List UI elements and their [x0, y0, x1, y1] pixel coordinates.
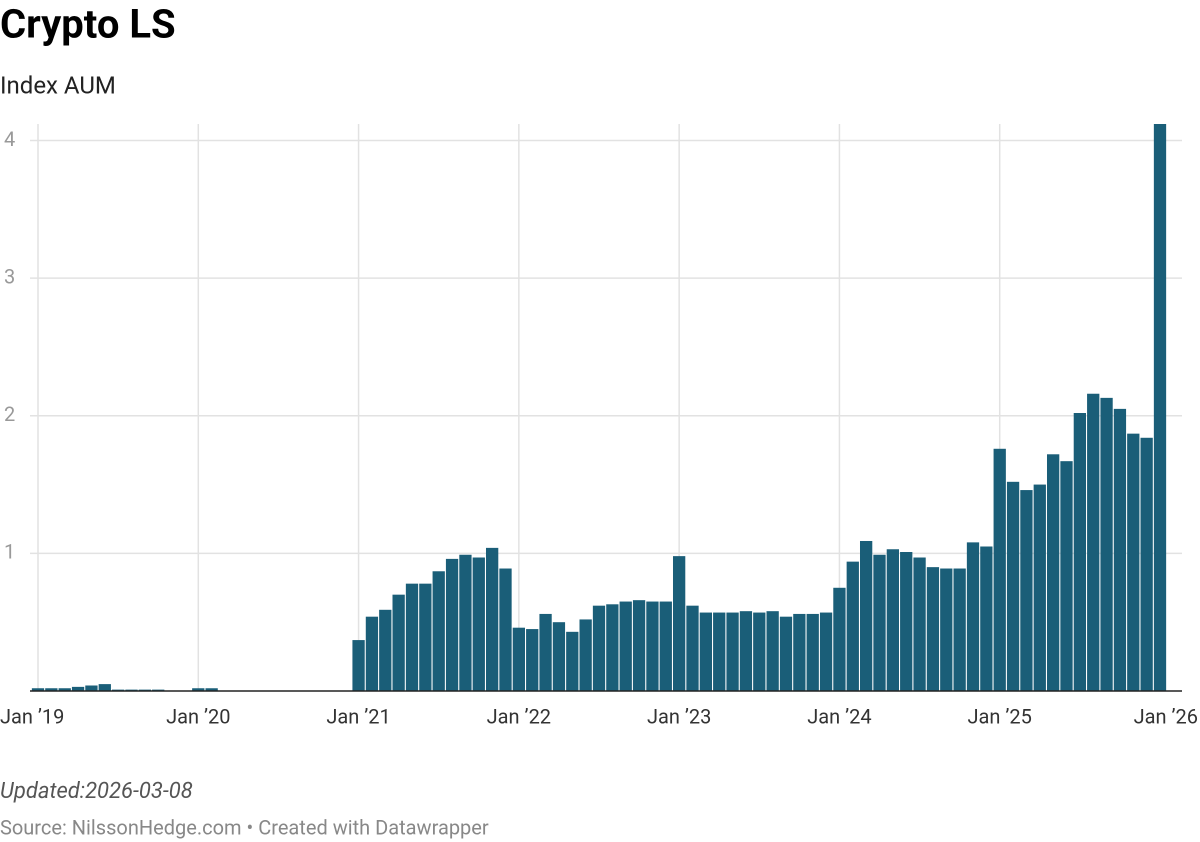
x-tick-label: Jan ’20 — [166, 704, 230, 728]
y-tick-label: 2 — [4, 402, 15, 426]
bar — [953, 568, 966, 691]
bar — [58, 688, 71, 691]
bar — [940, 568, 953, 691]
bar — [1100, 397, 1113, 691]
bar — [405, 583, 419, 691]
bar — [352, 640, 365, 691]
bar — [993, 448, 1006, 691]
bar — [659, 601, 672, 691]
bar — [432, 571, 445, 691]
bar — [819, 612, 833, 691]
bar — [873, 554, 886, 691]
bar — [71, 686, 85, 691]
bar — [392, 594, 405, 691]
bar — [205, 688, 218, 691]
bar — [672, 556, 686, 691]
bar — [579, 619, 592, 691]
bar — [459, 554, 472, 691]
x-tick-label: Jan ’24 — [807, 704, 871, 728]
bar — [1127, 433, 1140, 691]
bar — [753, 612, 766, 691]
bar — [646, 601, 659, 691]
bar — [713, 612, 726, 691]
bar — [846, 561, 859, 691]
chart-title: Crypto LS — [0, 1, 176, 48]
bar — [85, 685, 98, 691]
bar — [806, 613, 819, 691]
bar — [886, 549, 900, 691]
bar — [45, 688, 58, 691]
x-tick-label: Jan ’22 — [487, 704, 551, 728]
bar — [619, 601, 632, 691]
y-tick-label: 3 — [4, 264, 15, 288]
bar — [445, 558, 459, 691]
bar — [686, 605, 699, 691]
bar — [900, 552, 913, 691]
bar — [379, 609, 392, 691]
bar — [1140, 437, 1153, 691]
bar — [833, 587, 846, 691]
bar — [592, 605, 606, 691]
bar — [1153, 124, 1167, 691]
bar — [793, 613, 806, 691]
bar — [966, 542, 980, 691]
y-tick-label: 1 — [4, 540, 15, 564]
x-tick-label: Jan ’23 — [647, 704, 711, 728]
bar — [512, 627, 526, 691]
bar — [472, 557, 485, 691]
bar — [1113, 408, 1127, 691]
bar — [566, 631, 579, 691]
bar — [1060, 461, 1073, 691]
bar — [779, 616, 793, 691]
bar — [1033, 484, 1046, 691]
note: Updated:2026-03-08 — [0, 779, 193, 804]
bar — [606, 604, 619, 691]
bar — [31, 688, 45, 691]
x-tick-label: Jan ’26 — [1134, 704, 1198, 728]
bar — [539, 613, 552, 691]
bar — [499, 568, 512, 691]
bar — [726, 612, 739, 691]
bar — [699, 612, 713, 691]
bar — [926, 567, 940, 691]
bar — [1087, 393, 1100, 691]
bar — [485, 547, 499, 691]
bar — [419, 583, 432, 691]
bar — [859, 540, 873, 691]
source: Source: NilssonHedge.com • Created with … — [0, 815, 489, 839]
bar — [98, 684, 111, 691]
bar — [526, 629, 539, 691]
bar — [1006, 481, 1020, 691]
bar — [766, 611, 779, 691]
bar — [980, 546, 993, 691]
bar — [632, 600, 646, 691]
chart-subtitle: Index AUM — [0, 71, 116, 99]
bar — [365, 616, 379, 691]
bar — [913, 557, 926, 691]
y-tick-label: 4 — [4, 127, 15, 151]
x-tick-label: Jan ’19 — [0, 704, 64, 728]
x-tick-label: Jan ’25 — [968, 704, 1032, 728]
bar — [1020, 490, 1033, 691]
bar — [552, 622, 566, 691]
bar — [1046, 454, 1060, 691]
bar — [192, 688, 205, 691]
x-tick-label: Jan ’21 — [326, 704, 390, 728]
bar — [739, 611, 753, 691]
bar — [1073, 413, 1087, 691]
